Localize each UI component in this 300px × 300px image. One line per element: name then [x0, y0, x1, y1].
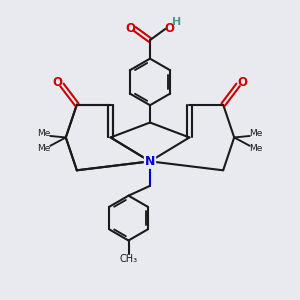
Text: Me: Me — [38, 129, 51, 138]
Text: Me: Me — [38, 144, 51, 153]
Text: O: O — [52, 76, 62, 89]
Text: O: O — [165, 22, 175, 35]
Text: O: O — [125, 22, 135, 35]
Text: N: N — [145, 155, 155, 168]
Text: CH₃: CH₃ — [119, 254, 138, 264]
Text: O: O — [238, 76, 248, 89]
Text: Me: Me — [249, 129, 262, 138]
Text: H: H — [172, 17, 182, 27]
Text: Me: Me — [249, 144, 262, 153]
